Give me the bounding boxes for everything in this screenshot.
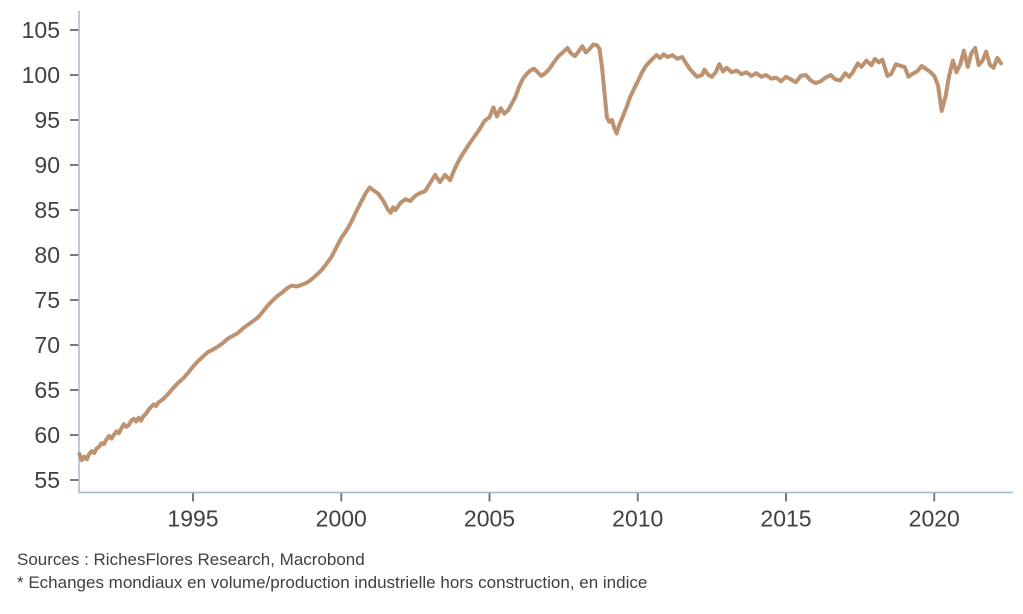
sources-text: Sources : RichesFlores Research, Macrobo… xyxy=(17,550,365,569)
axis-line xyxy=(78,11,1013,494)
y-axis-label: 80 xyxy=(34,242,60,268)
data-line xyxy=(77,42,1003,463)
x-axis-label: 2005 xyxy=(464,506,515,532)
y-axis-label: 85 xyxy=(34,197,60,223)
y-axis-label: 75 xyxy=(34,287,60,313)
footnote-text: * Echanges mondiaux en volume/production… xyxy=(17,573,648,592)
line-chart: 55 60 65 70 75 80 85 90 95 100 105 1995 2000 2005 2010… xyxy=(22,11,1013,532)
x-axis-label: 1995 xyxy=(167,506,218,532)
y-axis-label: 90 xyxy=(34,152,60,178)
x-axis-label: 2000 xyxy=(316,506,367,532)
x-axis-label: 2010 xyxy=(612,506,663,532)
y-axis-label: 100 xyxy=(22,62,60,88)
y-axis-label: 65 xyxy=(34,377,60,403)
y-axis-label: 95 xyxy=(34,107,60,133)
y-axis-label: 105 xyxy=(22,17,60,43)
y-axis-label: 55 xyxy=(34,467,60,493)
x-axis-label: 2015 xyxy=(760,506,811,532)
x-axis-label: 2020 xyxy=(909,506,960,532)
y-axis-label: 60 xyxy=(34,422,60,448)
y-axis-label: 70 xyxy=(34,332,60,358)
